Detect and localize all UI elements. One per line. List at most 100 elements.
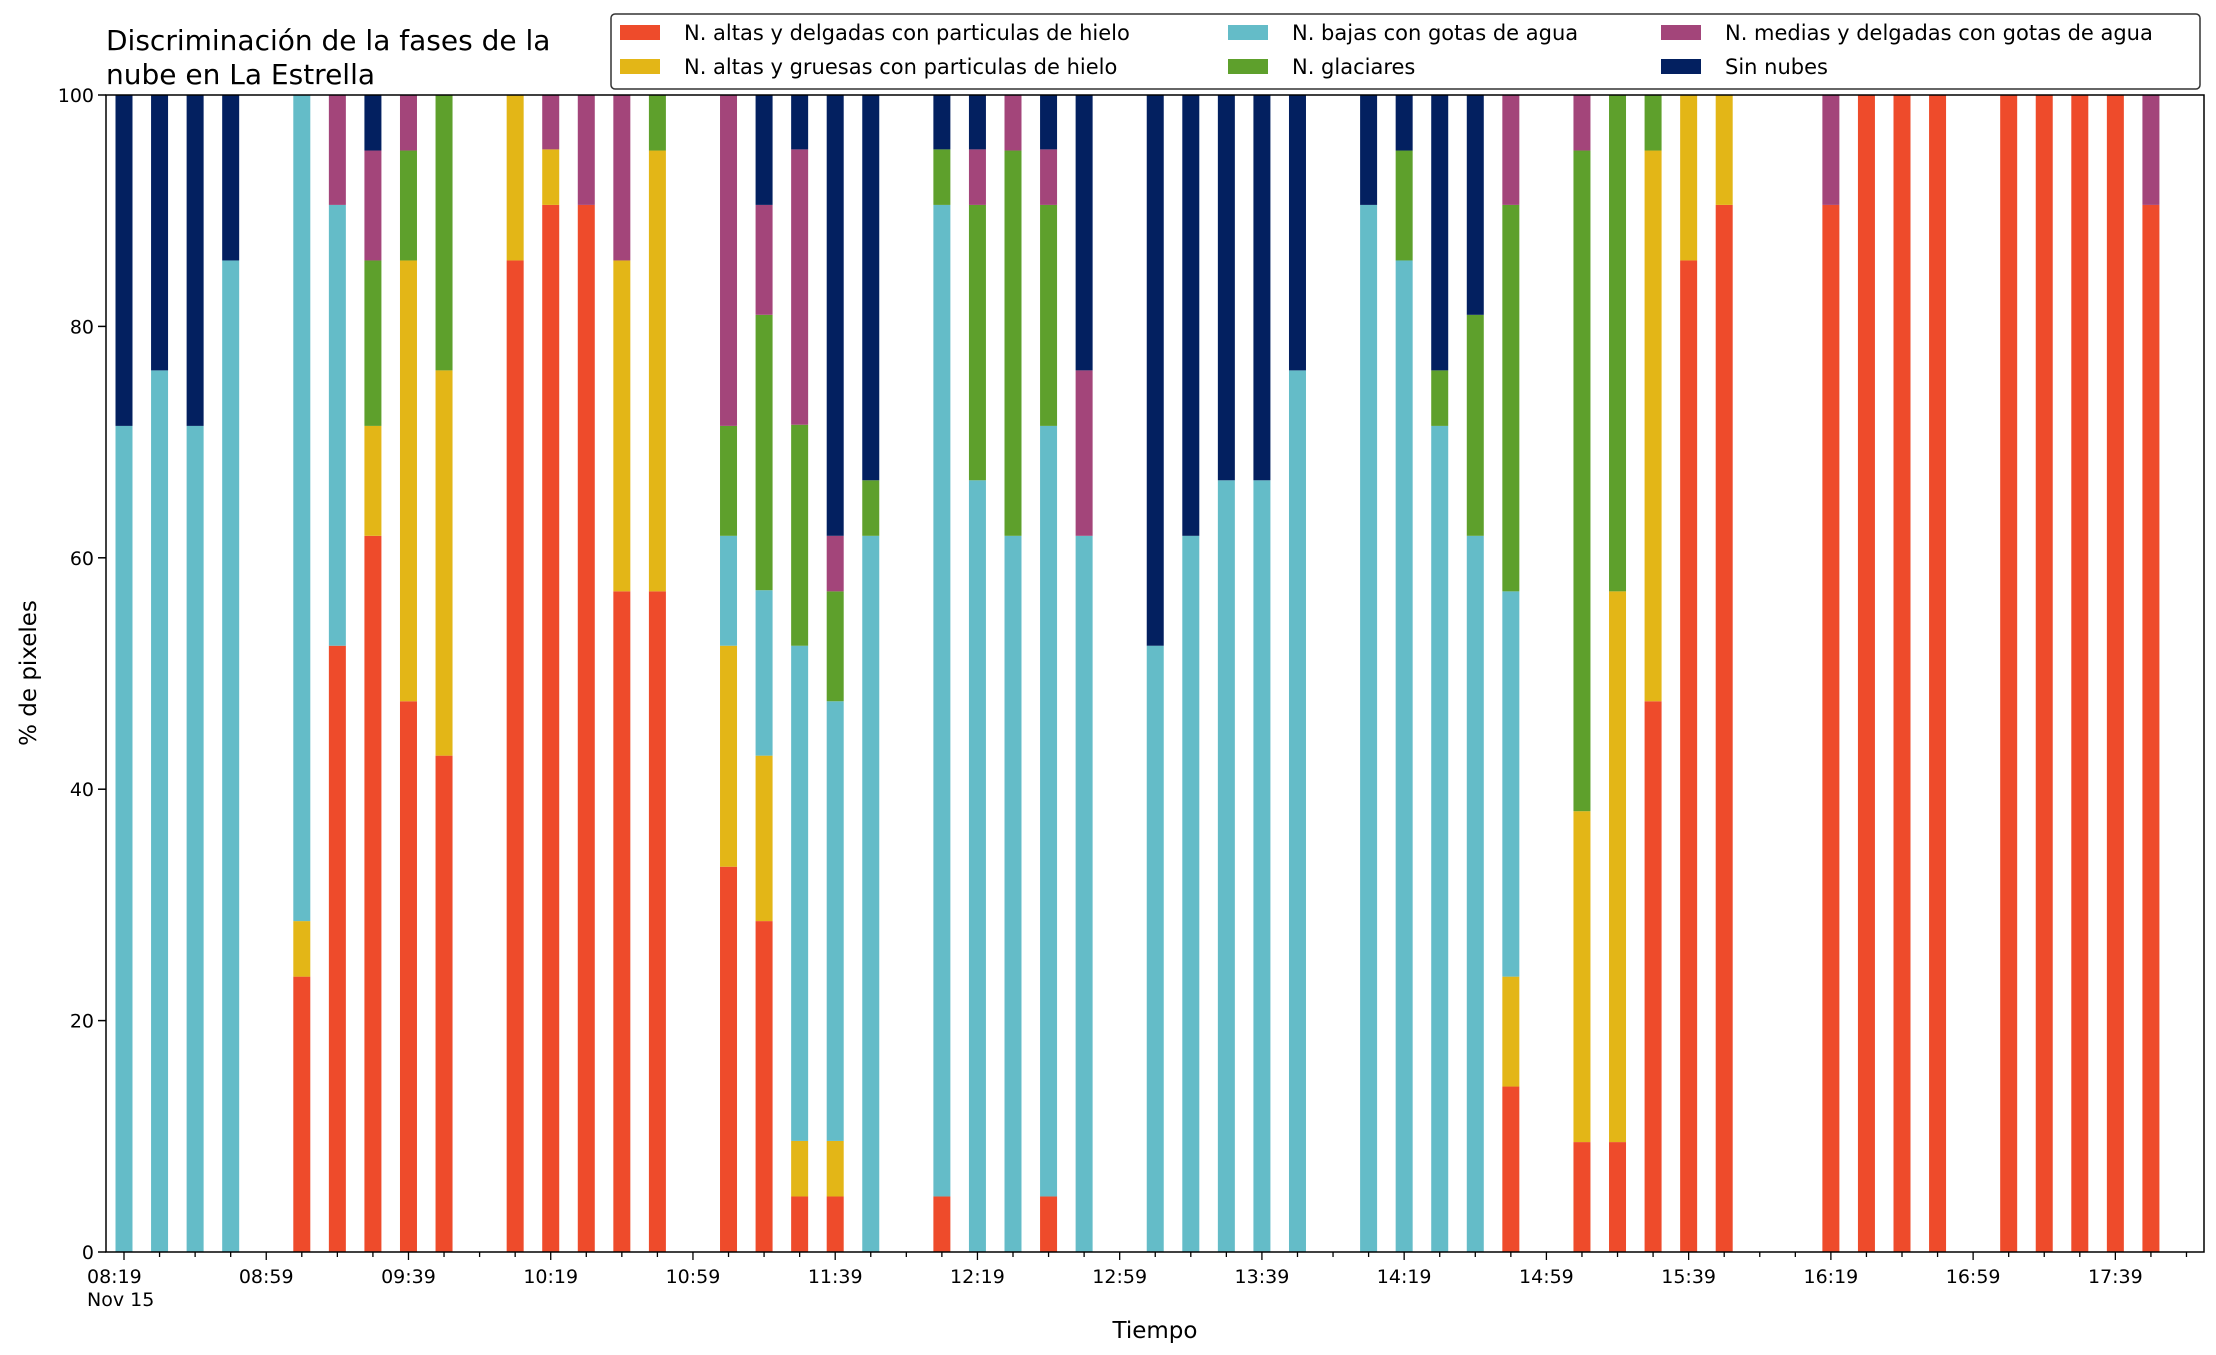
- bar-segment-10-4: [542, 95, 560, 150]
- bar-segment-18-2: [862, 535, 880, 1252]
- bar-segment-17-1: [826, 1140, 844, 1197]
- bar-segment-30-2: [1395, 260, 1413, 1252]
- bar-segment-38-1: [1715, 95, 1733, 205]
- bar-segment-33-0: [1502, 1086, 1520, 1252]
- x-tick-label-14: 17:39: [2088, 1266, 2143, 1288]
- bar-segment-24-2: [1146, 645, 1164, 1252]
- bar-segment-4-2: [293, 95, 311, 922]
- bar-segment-28-2: [1288, 370, 1306, 1252]
- bar-segment-47-4: [2142, 95, 2160, 205]
- x-tick-label-4: 10:59: [666, 1266, 721, 1288]
- x-tick-label-13: 16:59: [1946, 1266, 2001, 1288]
- bar-segment-15-0: [755, 921, 773, 1252]
- bar-segment-16-2: [791, 645, 809, 1141]
- bar-segment-40-0: [1857, 95, 1875, 1252]
- y-tick-label-5: 100: [58, 85, 94, 107]
- bar-segment-45-0: [2071, 95, 2089, 1252]
- legend-label-5: Sin nubes: [1725, 55, 1828, 79]
- bar-segment-7-4: [399, 95, 417, 151]
- legend-label-3: N. glaciares: [1292, 55, 1415, 79]
- y-tick-label-4: 80: [70, 316, 94, 338]
- bar-segment-29-5: [1360, 95, 1378, 205]
- bar-segment-19-5: [933, 95, 951, 150]
- bar-segment-27-5: [1253, 95, 1271, 481]
- bar-segment-17-0: [826, 1196, 844, 1252]
- bar-segment-39-0: [1822, 204, 1840, 1252]
- bar-segment-13-1: [648, 150, 666, 592]
- bar-segment-33-1: [1502, 976, 1520, 1087]
- chart-title-line-2: nube en La Estrella: [106, 58, 375, 91]
- bar-segment-36-3: [1644, 95, 1662, 151]
- bar-segment-6-0: [364, 535, 382, 1252]
- bar-segment-42-0: [1929, 95, 1947, 1252]
- bar-segment-14-3: [720, 425, 738, 536]
- x-tick-label-7: 12:59: [1092, 1266, 1147, 1288]
- x-tick-label-8: 13:39: [1235, 1266, 1290, 1288]
- bar-segment-8-1: [435, 370, 453, 756]
- bar-segment-10-1: [542, 149, 560, 205]
- bar-segment-35-0: [1609, 1142, 1627, 1252]
- bar-segment-0-2: [115, 425, 133, 1252]
- bar-segment-23-2: [1075, 535, 1093, 1252]
- legend-swatch-3: [1228, 59, 1268, 74]
- bar-segment-25-5: [1182, 95, 1200, 536]
- bar-segment-46-0: [2106, 95, 2124, 1252]
- bar-segment-8-0: [435, 755, 453, 1252]
- bar-segment-15-4: [755, 204, 773, 315]
- bar-segment-12-1: [613, 260, 631, 592]
- bar-segment-32-2: [1466, 535, 1484, 1252]
- bar-segment-6-3: [364, 260, 382, 426]
- chart-title-line-1: Discriminación de la fases de la: [106, 24, 550, 57]
- bar-segment-31-3: [1431, 370, 1449, 426]
- bar-segment-33-4: [1502, 95, 1520, 205]
- bar-segment-30-3: [1395, 150, 1413, 261]
- bar-segment-18-5: [862, 95, 880, 481]
- bar-segment-33-2: [1502, 591, 1520, 977]
- bar-segment-34-3: [1573, 150, 1591, 812]
- bar-segment-9-0: [506, 260, 524, 1252]
- bar-segment-10-0: [542, 204, 560, 1252]
- x-tick-label-10: 14:59: [1519, 1266, 1574, 1288]
- bar-segment-37-1: [1680, 95, 1698, 261]
- bar-segment-23-5: [1075, 95, 1093, 371]
- bar-segment-23-4: [1075, 370, 1093, 536]
- bar-segment-7-3: [399, 150, 417, 261]
- bar-segment-29-2: [1360, 204, 1378, 1252]
- legend-swatch-5: [1661, 59, 1701, 74]
- bar-segment-3-2: [222, 260, 240, 1252]
- bar-segment-8-3: [435, 95, 453, 371]
- y-tick-label-1: 20: [70, 1011, 94, 1033]
- bar-segment-21-2: [1004, 535, 1022, 1252]
- bar-segment-5-2: [328, 204, 346, 646]
- legend-label-1: N. altas y gruesas con particulas de hie…: [684, 55, 1117, 79]
- bar-segment-6-1: [364, 425, 382, 536]
- bar-segment-26-5: [1217, 95, 1235, 481]
- bar-segment-25-2: [1182, 535, 1200, 1252]
- x-tick-label-2: 09:39: [381, 1266, 436, 1288]
- bar-segment-39-4: [1822, 95, 1840, 205]
- x-axis-label: Tiempo: [1112, 1318, 1198, 1344]
- bar-segment-11-0: [577, 204, 595, 1252]
- bar-segment-1-2: [151, 370, 169, 1252]
- bar-segment-31-2: [1431, 425, 1449, 1252]
- bar-segment-41-0: [1893, 95, 1911, 1252]
- legend-label-2: N. bajas con gotas de agua: [1292, 21, 1578, 45]
- bar-segment-14-0: [720, 866, 738, 1252]
- bar-segment-11-4: [577, 95, 595, 205]
- bar-segment-13-0: [648, 591, 666, 1252]
- bar-segment-34-1: [1573, 811, 1591, 1143]
- bar-segment-17-3: [826, 591, 844, 702]
- bar-segment-31-5: [1431, 95, 1449, 371]
- bars-group: [115, 95, 2160, 1252]
- legend-swatch-1: [620, 59, 660, 74]
- bar-segment-16-3: [791, 424, 809, 646]
- bar-segment-17-2: [826, 701, 844, 1141]
- bar-segment-32-3: [1466, 314, 1484, 536]
- bar-segment-17-5: [826, 95, 844, 536]
- bar-segment-16-4: [791, 149, 809, 425]
- bar-segment-35-1: [1609, 591, 1627, 1143]
- y-tick-label-0: 0: [82, 1242, 94, 1264]
- bar-segment-5-4: [328, 95, 346, 205]
- bar-segment-2-5: [186, 95, 204, 426]
- bar-segment-22-4: [1040, 149, 1058, 205]
